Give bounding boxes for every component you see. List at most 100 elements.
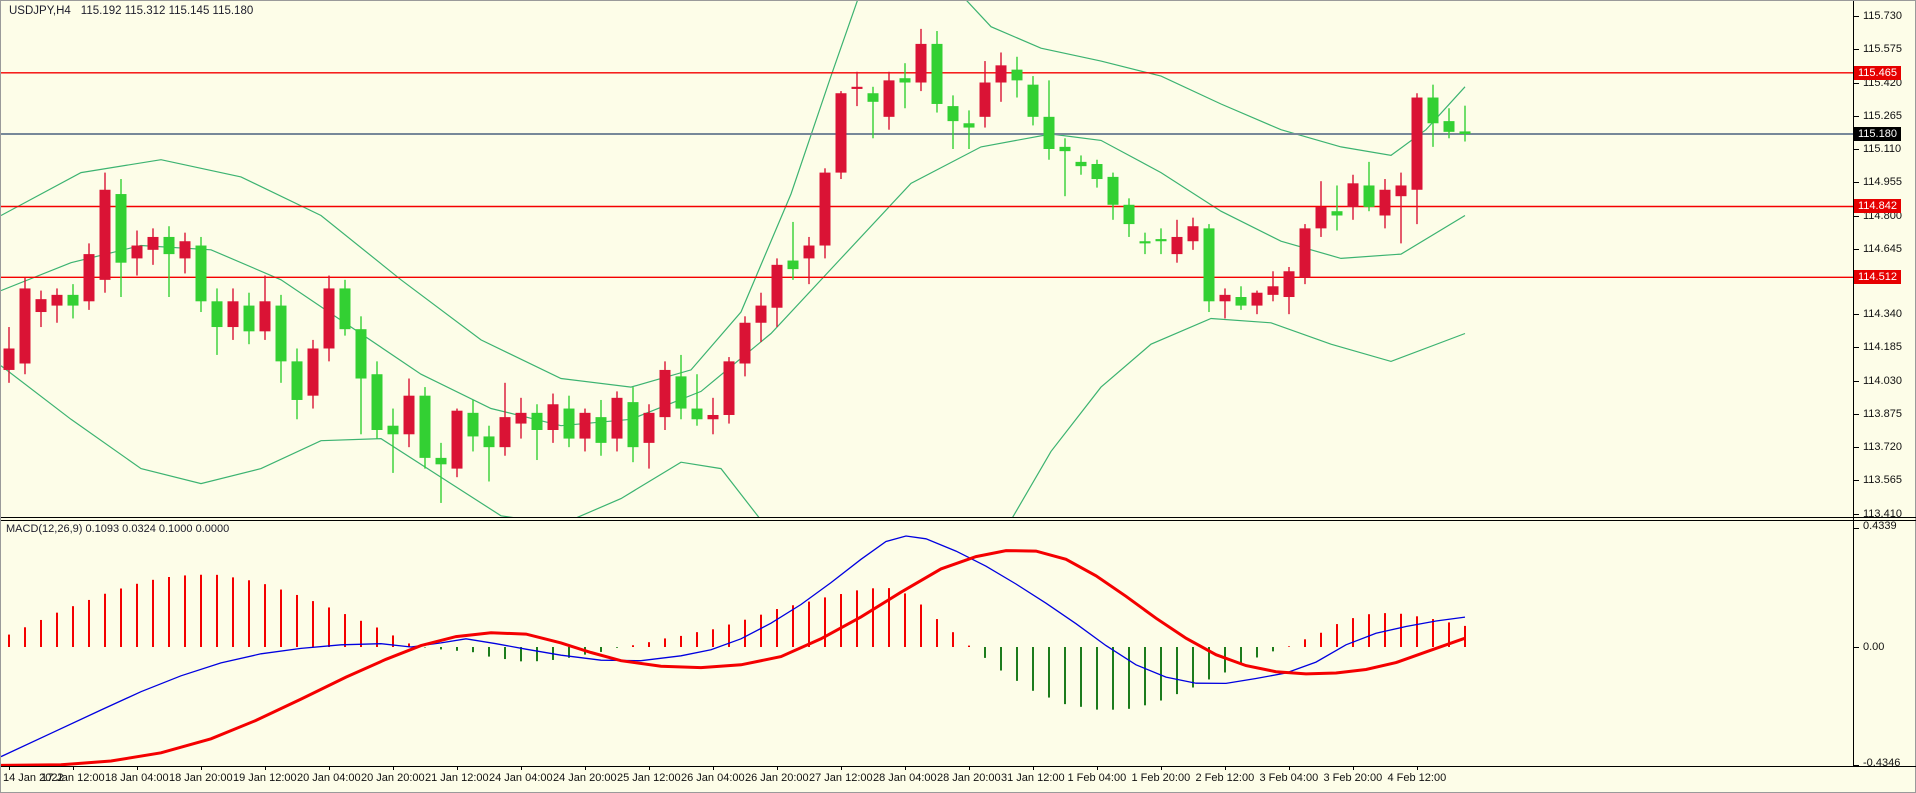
candle-body[interactable] [243,305,255,332]
macd-panel[interactable] [1,520,1916,766]
candle-body[interactable] [259,301,271,332]
candle-body[interactable] [963,123,975,128]
candle-body[interactable] [787,260,799,270]
candle-body[interactable] [883,80,895,117]
candle-body[interactable] [1235,297,1247,306]
candle-body[interactable] [35,299,47,313]
macd-tickmark [1853,647,1859,648]
candle-body[interactable] [1107,176,1119,205]
candle-body[interactable] [563,408,575,439]
candle-body[interactable] [355,329,367,379]
candle-body[interactable] [1283,271,1295,298]
symbol-timeframe-label: USDJPY,H4 [9,5,71,17]
candle-body[interactable] [67,294,79,306]
candle-body[interactable] [899,78,911,83]
candle-body[interactable] [1123,204,1135,225]
candle-body[interactable] [515,412,527,424]
candle-body[interactable] [627,402,639,448]
candle-body[interactable] [547,404,559,430]
panel-separator[interactable] [1,517,1916,518]
candle-body[interactable] [1411,97,1423,190]
candle-body[interactable] [1203,228,1215,302]
candle-body[interactable] [947,106,959,122]
candle-body[interactable] [211,301,223,328]
candle-body[interactable] [83,254,95,302]
candle-body[interactable] [1059,146,1071,152]
candle-body[interactable] [1459,131,1471,134]
candle-body[interactable] [147,236,159,250]
candle-body[interactable] [755,305,767,323]
candle-body[interactable] [931,43,943,104]
candle-body[interactable] [691,408,703,420]
candle-body[interactable] [1075,161,1087,167]
candle-body[interactable] [835,93,847,173]
candle-body[interactable] [451,410,463,469]
candle-body[interactable] [803,245,815,259]
candle-body[interactable] [371,374,383,430]
candle-body[interactable] [1299,228,1311,278]
candle-body[interactable] [467,412,479,437]
candle-body[interactable] [579,412,591,439]
candle-body[interactable] [435,457,447,465]
candle-body[interactable] [675,376,687,409]
candle-body[interactable] [995,65,1007,83]
candle-body[interactable] [1379,189,1391,216]
price-chart[interactable] [1,1,1916,518]
candle-body[interactable] [1219,294,1231,302]
candle-body[interactable] [1027,84,1039,117]
candle-body[interactable] [1011,69,1023,81]
candle-body[interactable] [1251,292,1263,306]
candle-body[interactable] [275,305,287,362]
candle-body[interactable] [131,245,143,259]
candle-body[interactable] [99,189,111,280]
candle-body[interactable] [499,417,511,448]
candle-body[interactable] [227,301,239,328]
candle-body[interactable] [1139,241,1151,244]
candle-body[interactable] [739,322,751,364]
candle-body[interactable] [483,436,495,448]
candle-body[interactable] [867,93,879,102]
candle-body[interactable] [979,82,991,117]
candle-body[interactable] [723,361,735,415]
candle-body[interactable] [1347,183,1359,207]
candle-body[interactable] [1363,185,1375,207]
candle-body[interactable] [1043,116,1055,150]
candle-body[interactable] [3,348,15,370]
candle-body[interactable] [1395,185,1407,197]
candle-body[interactable] [1315,206,1327,229]
candle-body[interactable] [1171,236,1183,255]
candle-body[interactable] [115,194,127,263]
candle-body[interactable] [387,425,399,435]
candle-body[interactable] [323,288,335,349]
candle-body[interactable] [1331,211,1343,216]
candle-body[interactable] [915,43,927,83]
candle-body[interactable] [1443,121,1455,132]
candle-body[interactable] [819,172,831,246]
candle-body[interactable] [611,397,623,439]
candle-body[interactable] [291,361,303,400]
level-price-badge: 115.465 [1854,65,1901,80]
candle-body[interactable] [643,412,655,443]
candle-body[interactable] [1155,239,1167,242]
candle-body[interactable] [51,294,63,306]
candle-body[interactable] [851,86,863,89]
candle-body[interactable] [1091,164,1103,180]
candle-body[interactable] [195,245,207,302]
candle-body[interactable] [339,288,351,330]
candle-body[interactable] [1267,286,1279,295]
candle-body[interactable] [531,412,543,430]
panel-separator-inner[interactable] [1,520,1916,521]
candle-body[interactable] [595,417,607,443]
candle-body[interactable] [307,348,319,396]
candle-body[interactable] [419,395,431,458]
candle-body[interactable] [179,241,191,259]
candle-body[interactable] [19,288,31,364]
candle-body[interactable] [163,236,175,255]
candle-body[interactable] [659,369,671,418]
candle-body[interactable] [771,264,783,308]
candle-body[interactable] [1187,226,1199,242]
candle-body[interactable] [403,395,415,435]
price-tickmark [1853,49,1859,51]
candle-body[interactable] [1427,97,1439,124]
candle-body[interactable] [707,414,719,420]
